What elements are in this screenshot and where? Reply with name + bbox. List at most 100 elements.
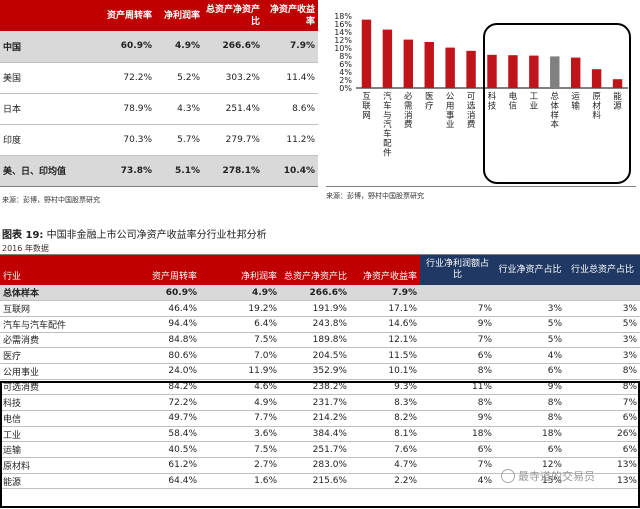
x-tick-label: 选 bbox=[467, 100, 476, 111]
x-tick-label: 与 bbox=[383, 111, 392, 121]
x-tick-label: 工 bbox=[530, 92, 539, 102]
table-cell: 80.6% bbox=[120, 347, 200, 364]
table-cell bbox=[420, 285, 495, 302]
table-cell: 8.2% bbox=[350, 410, 420, 427]
x-tick-label: 事 bbox=[446, 110, 455, 121]
header-cell: 净资产收益率 bbox=[350, 255, 420, 285]
table-cell: 9% bbox=[420, 410, 495, 427]
header-cell: 净资产收益率 bbox=[263, 0, 318, 31]
y-tick-label: 10% bbox=[334, 44, 352, 53]
table-cell: 8.3% bbox=[350, 394, 420, 411]
table-cell: 72.2% bbox=[120, 394, 200, 411]
divider bbox=[326, 186, 636, 187]
table-cell: 214.2% bbox=[280, 410, 350, 427]
table-cell: 8% bbox=[565, 363, 640, 380]
x-tick-label: 业 bbox=[530, 100, 539, 111]
header-cell: 资产周转率 bbox=[95, 0, 155, 31]
table-row: 汽车与汽车配件 94.4% 6.4% 243.8% 14.6% 9% 5% 5% bbox=[0, 316, 640, 333]
y-tick-label: 18% bbox=[334, 12, 352, 21]
x-tick-label: 料 bbox=[592, 110, 601, 121]
table-cell: 8% bbox=[420, 394, 495, 411]
table-cell: 191.9% bbox=[280, 300, 350, 317]
table-cell: 4.9% bbox=[200, 394, 280, 411]
figure-subtitle: 2016 年数据 bbox=[0, 243, 640, 255]
bar bbox=[529, 55, 539, 88]
table-cell: 6% bbox=[565, 441, 640, 459]
table-cell: 7% bbox=[420, 457, 495, 474]
table-cell: 11.4% bbox=[263, 62, 318, 94]
x-tick-label: 费 bbox=[467, 119, 476, 130]
x-tick-label: 网 bbox=[362, 111, 371, 121]
row-label: 总体样本 bbox=[0, 285, 120, 302]
table-cell: 189.8% bbox=[280, 332, 350, 349]
table-cell: 3% bbox=[495, 300, 565, 317]
row-label: 运输 bbox=[0, 441, 120, 459]
table-cell: 4.9% bbox=[155, 31, 203, 63]
chart-source-note: 来源：彭博，野村中国股票研究 bbox=[326, 192, 424, 200]
table-header-row: 行业 资产周转率 净利润率 总资产净资产比 净资产收益率 行业净利润额占比 行业… bbox=[0, 255, 640, 285]
table-cell: 266.6% bbox=[280, 285, 350, 302]
row-label: 必需消费 bbox=[0, 332, 120, 349]
country-dupont-table: 资产周转率 净利润率 总资产净资产比 净资产收益率 中国 60.9% 4.9% 266… bbox=[0, 0, 318, 187]
table-cell: 5% bbox=[495, 316, 565, 333]
table-cell: 7.9% bbox=[350, 285, 420, 302]
table-cell: 49.7% bbox=[120, 410, 200, 427]
table-cell: 84.8% bbox=[120, 332, 200, 349]
table-cell: 6% bbox=[495, 441, 565, 459]
table-cell: 3% bbox=[565, 300, 640, 317]
x-tick-label: 运 bbox=[571, 92, 580, 102]
x-tick-label: 能 bbox=[613, 91, 622, 102]
table-cell: 4.3% bbox=[155, 93, 203, 125]
x-tick-label: 源 bbox=[613, 101, 622, 111]
x-tick-label: 电 bbox=[509, 91, 518, 102]
table-cell: 11% bbox=[420, 379, 495, 396]
table-cell: 40.5% bbox=[120, 441, 200, 459]
header-cell: 行业净利润额占比 bbox=[420, 255, 495, 285]
x-tick-label: 信 bbox=[509, 100, 518, 111]
table-cell: 251.7% bbox=[280, 441, 350, 459]
table-cell: 238.2% bbox=[280, 379, 350, 396]
bar bbox=[466, 50, 476, 88]
table-row: 电信 49.7% 7.7% 214.2% 8.2% 9% 8% 6% bbox=[0, 410, 640, 427]
table-row: 必需消费 84.8% 7.5% 189.8% 12.1% 7% 5% 3% bbox=[0, 332, 640, 349]
table-cell: 6.4% bbox=[200, 316, 280, 333]
industry-dupont-panel: 图表 19: 中国非金融上市公司净资产收益率分行业杜邦分析 2016 年数据 行… bbox=[0, 228, 640, 490]
row-label: 工业 bbox=[0, 426, 120, 443]
table-cell: 4% bbox=[495, 347, 565, 364]
total-row: 总体样本 60.9% 4.9% 266.6% 7.9% bbox=[0, 285, 640, 302]
row-label: 能源 bbox=[0, 473, 120, 490]
industry-dupont-table: 行业 资产周转率 净利润率 总资产净资产比 净资产收益率 行业净利润额占比 行业… bbox=[0, 255, 640, 490]
table-cell: 7.0% bbox=[200, 347, 280, 364]
table-cell: 12.1% bbox=[350, 332, 420, 349]
table-cell: 7.9% bbox=[263, 31, 318, 63]
x-tick-label: 技 bbox=[488, 100, 497, 111]
table-row: 互联网 46.4% 19.2% 191.9% 17.1% 7% 3% 3% bbox=[0, 300, 640, 317]
table-cell: 4.6% bbox=[200, 379, 280, 396]
table-cell: 4.9% bbox=[200, 285, 280, 302]
table-cell: 3% bbox=[565, 347, 640, 364]
table-cell: 5% bbox=[495, 332, 565, 349]
table-row: 公用事业 24.0% 11.9% 352.9% 10.1% 8% 6% 8% bbox=[0, 363, 640, 380]
bar bbox=[508, 55, 518, 88]
header-cell: 净利润率 bbox=[200, 255, 280, 285]
row-label: 中国 bbox=[0, 31, 95, 63]
table-cell: 17.1% bbox=[350, 300, 420, 317]
x-tick-label: 汽 bbox=[383, 119, 392, 130]
header-cell: 行业净资产占比 bbox=[495, 255, 565, 285]
bar bbox=[487, 54, 497, 88]
bar bbox=[591, 69, 602, 88]
x-tick-label: 医 bbox=[425, 92, 434, 102]
table-cell: 7% bbox=[420, 300, 495, 317]
table-cell: 6% bbox=[495, 363, 565, 380]
table-row: 科技 72.2% 4.9% 231.7% 8.3% 8% 8% 7% bbox=[0, 394, 640, 411]
row-label: 汽车与汽车配件 bbox=[0, 316, 120, 333]
table-row: 中国 60.9% 4.9% 266.6% 7.9% bbox=[0, 31, 318, 63]
table-cell bbox=[565, 285, 640, 302]
table-cell: 78.9% bbox=[95, 93, 155, 125]
bar bbox=[424, 42, 434, 88]
table-cell: 64.4% bbox=[120, 473, 200, 490]
table-cell: 14.6% bbox=[350, 316, 420, 333]
table-cell: 8% bbox=[565, 379, 640, 396]
table-cell: 8.1% bbox=[350, 426, 420, 443]
x-tick-label: 用 bbox=[446, 101, 455, 111]
